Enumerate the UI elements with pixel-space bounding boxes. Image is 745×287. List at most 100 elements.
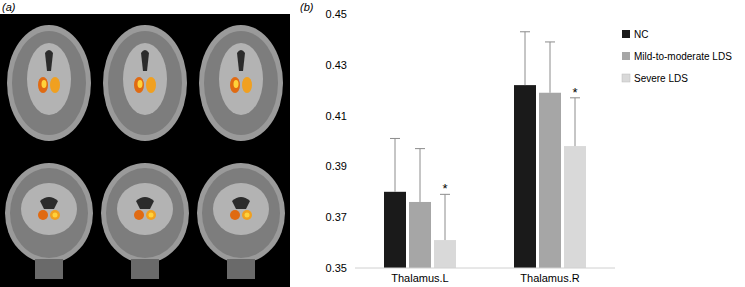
bar [514,85,536,268]
tick-label: 0.39 [326,160,347,172]
tick-label: 0.37 [326,211,347,223]
activation [134,210,144,220]
tick [353,64,355,65]
activation-core [53,213,58,218]
ventricle [237,50,245,71]
skull [101,163,189,263]
error-stem [550,42,551,93]
bar [564,146,586,268]
brain [12,31,86,135]
legend-label: NC [634,29,648,40]
bar [434,240,456,268]
activation [242,210,252,220]
white-matter [27,43,71,115]
x-axis-line [355,268,615,269]
error-cap [415,148,425,149]
panel-label: (b) [300,1,314,13]
bar [539,93,561,268]
category-label: Thalamus.L [391,272,448,284]
activation-core [234,80,239,88]
legend-swatch [622,52,630,60]
brain-slice [7,25,91,141]
ventricle [232,197,250,209]
activation [50,77,60,93]
tick-label: 0.41 [326,110,347,122]
error-cap [390,138,400,139]
skull [199,25,283,141]
brain-slice [101,163,189,279]
activation [146,77,156,93]
brain [108,31,182,135]
activation [38,77,48,93]
white-matter [213,183,269,235]
legend-label: Mild-to-moderate LDS [634,51,732,62]
brain [106,168,184,258]
error-bar [520,32,530,85]
ventricle [141,50,149,71]
annotation: * [572,85,577,100]
white-matter [123,43,167,115]
error-bar [440,194,450,240]
tick [353,14,355,15]
skull [103,25,187,141]
brain [10,168,88,258]
skull [5,163,93,263]
annotation: * [442,181,447,196]
error-stem [395,138,396,191]
image-background [0,14,290,287]
tick [353,115,355,116]
bar [384,192,406,268]
error-bar [570,98,580,146]
brainstem [131,259,159,279]
error-cap [545,41,555,42]
brain-slice [103,25,187,141]
error-bar [545,42,555,93]
tick-label: 0.43 [326,59,347,71]
panel-a [0,14,290,287]
legend-label: Severe LDS [634,73,688,84]
tick [353,166,355,167]
brain [202,168,280,258]
bars [384,32,586,268]
brain-slice [199,25,283,141]
activation [242,77,252,93]
activation [146,210,156,220]
brainstem [227,259,255,279]
tick-label: 0.45 [326,8,347,20]
tick [353,268,355,269]
activation [230,77,240,93]
legend-swatch [622,74,630,82]
skull [197,163,285,263]
ventricle [40,197,58,209]
activation [134,77,144,93]
activation [50,210,60,220]
error-bar [415,149,425,202]
ventricle [136,197,154,209]
activation [38,210,48,220]
panel-label: (a) [2,1,16,13]
y-axis: 0.35 0.37 0.39 0.41 0.43 0.45 [326,8,355,274]
error-stem [575,98,576,146]
legend: NC Mild-to-moderate LDS Severe LDS [622,29,732,84]
error-bar [390,138,400,191]
brain [204,31,278,135]
white-matter [21,183,77,235]
figure: (a) (b) 0.35 0.37 0.39 0.41 0.43 0.45 Thalamus.L… [0,0,745,287]
skull [7,25,91,141]
brain-slice [197,163,285,279]
brainstem [35,259,63,279]
error-stem [445,194,446,240]
error-cap [520,31,530,32]
activation-core [138,80,143,88]
activation [230,210,240,220]
activation-core [42,80,47,88]
legend-swatch [622,30,630,38]
brain-slice [5,163,93,279]
error-stem [525,32,526,85]
tick-label: 0.35 [326,262,347,274]
activation-core [245,213,250,218]
error-stem [420,149,421,202]
category-label: Thalamus.R [520,272,579,284]
bar [409,202,431,268]
white-matter [219,43,263,115]
